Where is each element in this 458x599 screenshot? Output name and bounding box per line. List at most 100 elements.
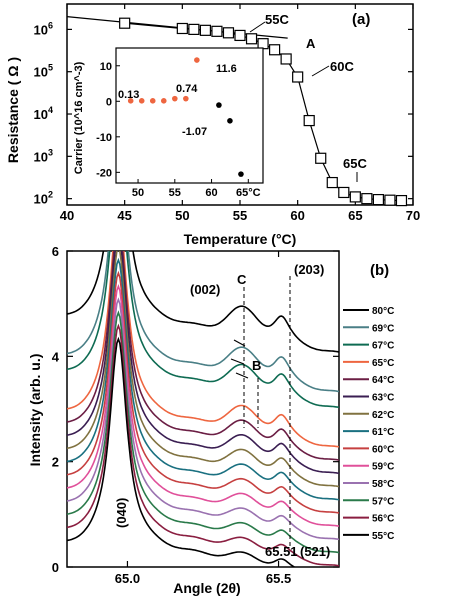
x-tick-label: 65.0 (115, 571, 140, 586)
panel-b-label: (b) (370, 262, 389, 279)
peak-label-c: C (237, 272, 247, 287)
x-tick-label: 50 (175, 208, 189, 223)
data-point-square (245, 33, 258, 45)
inset-y-tick-label: 0 (106, 96, 112, 108)
annotation-65c: 65C (343, 156, 367, 171)
peak-label-b: B (252, 358, 261, 373)
data-point-square (188, 23, 200, 35)
legend-label: 56°C (372, 514, 394, 525)
annotation-55c-pointer (249, 21, 266, 33)
xrd-curves (67, 251, 339, 567)
xrd-curve (67, 251, 339, 448)
y-tick-label: 105 (34, 63, 53, 80)
data-point-square (176, 22, 188, 35)
data-point-square (119, 17, 131, 29)
arrow-b-2 (230, 358, 245, 365)
xrd-curve (67, 251, 339, 409)
data-point-square (338, 186, 350, 199)
panel-b-plot-frame (66, 250, 340, 568)
xrd-curve (67, 323, 339, 567)
legend-label: 60°C (372, 444, 394, 455)
data-point-square (384, 194, 396, 206)
inset-x-tick-label: 50 (132, 187, 144, 199)
data-point-square (303, 114, 315, 127)
inset-label-11-6: 11.6 (216, 63, 237, 75)
panel-a-label: (a) (352, 11, 370, 28)
annotation-60c: 60C (330, 59, 354, 74)
carrier-point (149, 98, 156, 104)
inset-frame (115, 47, 264, 184)
panel-a-y-axis-label: Resistance ( Ω ) (5, 57, 21, 163)
legend-label: 57°C (372, 496, 394, 507)
legend-label: 59°C (372, 462, 394, 473)
data-point-square (292, 71, 304, 83)
x-tick-label: 70 (406, 208, 420, 223)
panel-b-y-axis-label: Intensity (arb. u.) (27, 354, 43, 467)
carrier-point (227, 118, 233, 124)
carrier-point (183, 95, 189, 102)
carrier-point (160, 98, 167, 104)
legend-label: 63°C (372, 393, 394, 404)
y-tick-label: 103 (34, 147, 53, 164)
data-point-square (315, 152, 327, 164)
inset-y-tick-label: -20 (96, 167, 112, 179)
y-tick-exponent: 3 (48, 147, 53, 157)
y-tick-label: 106 (34, 20, 53, 37)
y-tick-exponent: 6 (48, 20, 53, 30)
legend-label: 58°C (372, 479, 394, 490)
carrier-point (127, 98, 134, 104)
data-point-square (211, 25, 223, 37)
carrier-point (138, 98, 145, 104)
carrier-point (194, 57, 200, 63)
annotation-60c-pointer (311, 65, 330, 77)
carrier-point (238, 171, 244, 177)
inset-points (127, 57, 244, 177)
legend-label: 65°C (372, 358, 394, 369)
x-tick-label: 65.5 (266, 571, 291, 586)
resistance-markers (119, 17, 408, 207)
peak-label-203: (203) (294, 262, 324, 277)
y-tick-label: 104 (34, 105, 53, 122)
xrd-curve (67, 257, 339, 501)
legend-label: 64°C (372, 375, 394, 386)
x-tick-label: 40 (60, 208, 74, 223)
data-point-square (234, 29, 246, 42)
data-point-square (361, 193, 373, 205)
x-tick-label: 65 (348, 208, 362, 223)
peak-label-040: (040) (114, 498, 129, 528)
inset-y-tick-label: -10 (96, 132, 112, 144)
panel-a-x-axis-label: Temperature (°C) (184, 231, 297, 247)
data-point-square (372, 193, 384, 206)
arrow-b-1 (233, 339, 246, 347)
panel-b: 65.0 65.5 0 2 4 6 (b) (002) C (203) B (040) 6… (27, 244, 394, 596)
inset-label-neg-1-07: -1.07 (182, 126, 207, 138)
xrd-curve (67, 297, 339, 541)
y-tick-label: 2 (52, 455, 59, 470)
data-point-square (280, 53, 292, 65)
data-point-square (222, 27, 235, 39)
inset-x-tick-label: 65°C (236, 187, 261, 199)
data-point-square (326, 176, 338, 189)
xrd-curve (67, 336, 296, 567)
legend-label: 55°C (372, 531, 394, 542)
peak-label-65-51: 65.51 (265, 544, 298, 559)
y-tick-label: 0 (52, 560, 59, 575)
xrd-curve (67, 251, 339, 353)
data-point-square (257, 38, 269, 50)
inset-x-tick-label: 60 (205, 187, 217, 199)
inset-y-tick-label: 10 (100, 61, 112, 73)
carrier-inset: 50 55 60 65°C 10 0 -10 -20 Carrier (10^16 cm^-3… (73, 47, 264, 199)
inset-label-0-74: 0.74 (176, 83, 198, 95)
data-point-square (349, 191, 361, 203)
data-point-square (269, 44, 281, 56)
x-tick-label: 55 (233, 208, 247, 223)
inset-y-axis-label: Carrier (10^16 cm^-3) (73, 61, 85, 174)
xrd-curve (67, 310, 339, 554)
y-tick-label: 4 (52, 349, 60, 364)
x-tick-label: 60 (290, 208, 304, 223)
y-tick-label: 6 (52, 244, 59, 259)
peak-label-002: (002) (190, 282, 220, 297)
inset-x-tick-label: 55 (169, 187, 181, 199)
